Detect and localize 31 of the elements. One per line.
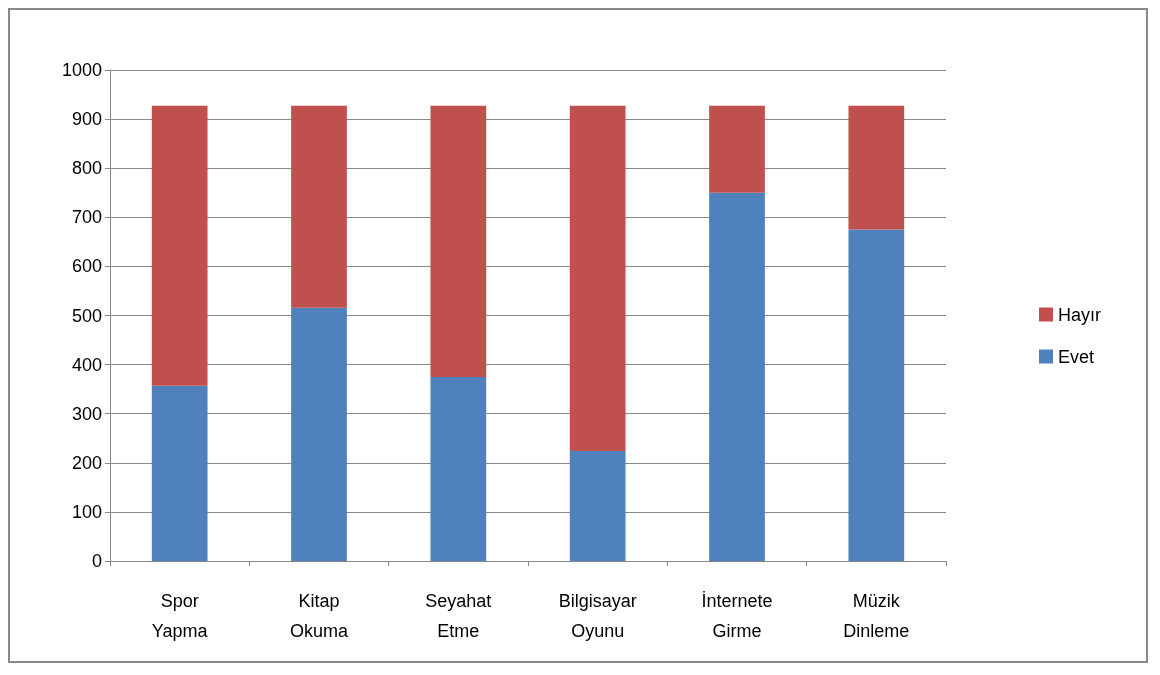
y-tick-label: 500 [71,305,102,326]
bar [709,105,765,193]
bar [569,105,626,452]
bar [291,105,347,308]
x-tick-label: Seyahat Etme [425,591,492,641]
y-tick-label: 900 [71,109,102,130]
y-tick-label: 300 [71,403,102,424]
y-tick-label: 1000 [61,60,102,80]
y-tick-label: 200 [71,452,102,473]
y-tick-label: 400 [71,354,102,375]
y-tick-label: 700 [71,207,102,228]
y-tick-label: 800 [71,158,102,179]
y-tick-label: 100 [71,501,102,522]
legend-label: Evet [1058,346,1095,367]
x-tick-label: Müzik Dinleme [843,591,910,641]
bar [709,192,765,561]
bar [291,307,347,561]
x-tick-label: Spor Yapma [151,591,209,641]
x-tick-label: Kitap Okuma [289,591,349,641]
y-tick-label: 600 [71,256,102,277]
x-tick-label: İnternete Girme [701,591,773,641]
bar [569,451,626,561]
bar [430,376,487,561]
bar [848,105,905,230]
y-tick-label: 0 [91,551,102,571]
x-tick-label: Bilgisayar Oyunu [558,591,637,641]
bar [151,385,208,561]
legend-label: Hayır [1058,304,1102,325]
bar [151,105,208,386]
bar [848,229,905,561]
bar [430,105,487,377]
